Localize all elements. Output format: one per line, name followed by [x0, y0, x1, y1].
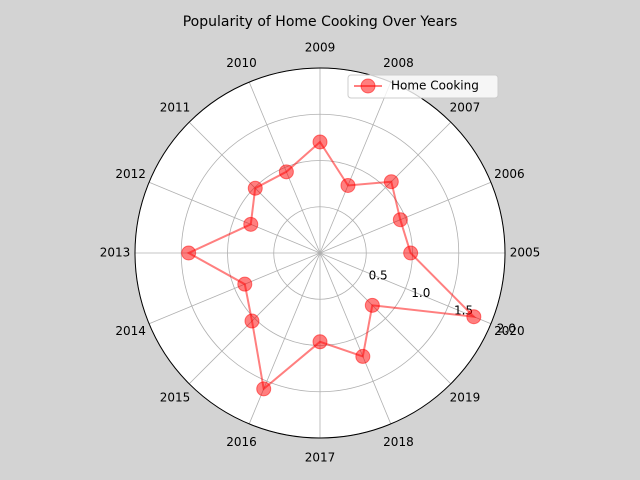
r-tick-label: 0.5 [369, 268, 388, 282]
point [181, 245, 197, 261]
theta-tick-label: 2018 [383, 435, 414, 449]
point [243, 216, 259, 232]
theta-tick-label: 2007 [450, 101, 481, 115]
theta-tick-label: 2009 [305, 41, 336, 55]
point [244, 313, 260, 329]
point [355, 348, 371, 364]
theta-tick-label: 2017 [305, 451, 336, 465]
point [237, 276, 253, 292]
point [312, 334, 328, 350]
legend-label: Home Cooking [391, 79, 479, 93]
legend: Home Cooking [347, 74, 499, 99]
theta-tick-label: 2020 [494, 324, 525, 338]
point [383, 174, 399, 190]
theta-tick-label: 2016 [226, 435, 257, 449]
theta-tick-label: 2008 [383, 56, 414, 70]
theta-tick-label: 2012 [115, 167, 146, 181]
point [247, 180, 263, 196]
theta-tick-label: 2011 [160, 101, 191, 115]
legend-marker [360, 78, 376, 94]
point [312, 134, 328, 150]
theta-tick-label: 2015 [160, 390, 191, 404]
theta-tick-label: 2006 [494, 167, 525, 181]
theta-tick-label: 2019 [450, 390, 481, 404]
r-tick-label: 1.0 [411, 286, 430, 300]
chart-title: Popularity of Home Cooking Over Years [183, 14, 458, 30]
point [340, 177, 356, 193]
radial-grid-line [273, 206, 367, 300]
legend-box [347, 74, 499, 99]
point [392, 212, 408, 228]
point [466, 309, 482, 325]
point [256, 381, 272, 397]
r-tick-label: 2.0 [497, 321, 516, 335]
theta-tick-label: 2005 [510, 246, 541, 260]
point [403, 245, 419, 261]
theta-tick-label: 2013 [100, 246, 131, 260]
point [364, 297, 380, 313]
polar-frame [134, 67, 506, 439]
theta-tick-label: 2010 [226, 56, 257, 70]
point [278, 164, 294, 180]
theta-tick-label: 2014 [115, 324, 146, 338]
